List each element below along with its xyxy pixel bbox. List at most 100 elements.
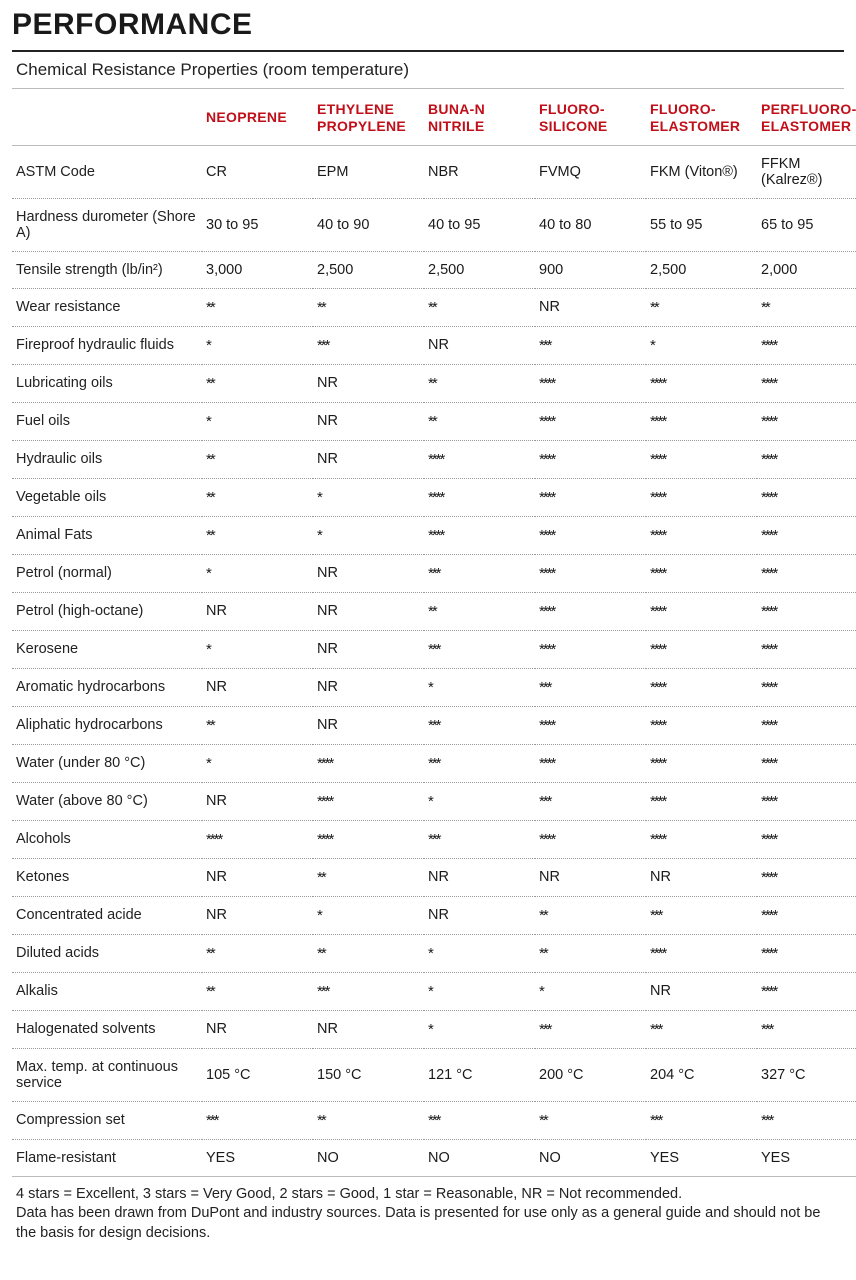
row-value: ** bbox=[202, 706, 313, 744]
row-value: * bbox=[424, 668, 535, 706]
row-property: Tensile strength (lb/in²) bbox=[12, 251, 202, 288]
row-value: **** bbox=[646, 364, 757, 402]
row-property: ASTM Code bbox=[12, 145, 202, 198]
row-value: **** bbox=[757, 554, 856, 592]
row-value: * bbox=[202, 630, 313, 668]
row-property: Animal Fats bbox=[12, 516, 202, 554]
row-value: ** bbox=[202, 478, 313, 516]
row-value: ** bbox=[424, 592, 535, 630]
table-row: ASTM CodeCREPMNBRFVMQFKM (Viton®)FFKM (K… bbox=[12, 145, 856, 198]
row-value: **** bbox=[757, 592, 856, 630]
row-property: Diluted acids bbox=[12, 934, 202, 972]
row-value: ** bbox=[313, 858, 424, 896]
row-value: NR bbox=[313, 554, 424, 592]
row-property: Ketones bbox=[12, 858, 202, 896]
row-value: **** bbox=[646, 402, 757, 440]
col-header: NEOPRENE bbox=[202, 89, 313, 145]
row-value: **** bbox=[535, 706, 646, 744]
row-value: **** bbox=[757, 364, 856, 402]
row-value: **** bbox=[757, 858, 856, 896]
row-value: 2,500 bbox=[313, 251, 424, 288]
table-row: Petrol (normal)*NR*************** bbox=[12, 554, 856, 592]
row-value: **** bbox=[757, 478, 856, 516]
row-value: 40 to 95 bbox=[424, 198, 535, 251]
row-value: * bbox=[202, 554, 313, 592]
col-header: ETHYLENE PROPYLENE bbox=[313, 89, 424, 145]
row-value: 204 °C bbox=[646, 1048, 757, 1101]
row-value: NR bbox=[313, 364, 424, 402]
row-property: Vegetable oils bbox=[12, 478, 202, 516]
row-value: NR bbox=[424, 896, 535, 934]
row-value: 900 bbox=[535, 251, 646, 288]
row-value: *** bbox=[757, 1010, 856, 1048]
row-value: **** bbox=[313, 820, 424, 858]
table-row: Lubricating oils**NR************** bbox=[12, 364, 856, 402]
table-row: Petrol (high-octane)NRNR************** bbox=[12, 592, 856, 630]
row-value: 150 °C bbox=[313, 1048, 424, 1101]
row-value: *** bbox=[424, 744, 535, 782]
row-value: *** bbox=[424, 1101, 535, 1139]
row-value: **** bbox=[757, 402, 856, 440]
row-value: **** bbox=[757, 744, 856, 782]
row-value: * bbox=[202, 402, 313, 440]
row-value: NR bbox=[202, 592, 313, 630]
table-row: Animal Fats******************* bbox=[12, 516, 856, 554]
section-subtitle: Chemical Resistance Properties (room tem… bbox=[12, 50, 844, 89]
row-property: Fireproof hydraulic fluids bbox=[12, 326, 202, 364]
row-value: **** bbox=[757, 516, 856, 554]
row-value: *** bbox=[646, 1101, 757, 1139]
row-value: **** bbox=[646, 440, 757, 478]
row-value: NR bbox=[202, 668, 313, 706]
table-row: Tensile strength (lb/in²)3,0002,5002,500… bbox=[12, 251, 856, 288]
row-value: **** bbox=[757, 326, 856, 364]
table-row: Max. temp. at continuous service105 °C15… bbox=[12, 1048, 856, 1101]
row-value: NR bbox=[202, 782, 313, 820]
table-row: Concentrated acideNR*NR********* bbox=[12, 896, 856, 934]
row-value: 3,000 bbox=[202, 251, 313, 288]
row-property: Wear resistance bbox=[12, 288, 202, 326]
row-value: *** bbox=[202, 1101, 313, 1139]
row-value: NR bbox=[313, 630, 424, 668]
row-value: **** bbox=[646, 478, 757, 516]
row-value: **** bbox=[757, 668, 856, 706]
table-row: Kerosene*NR*************** bbox=[12, 630, 856, 668]
table-row: Wear resistance******NR**** bbox=[12, 288, 856, 326]
header-blank bbox=[12, 89, 202, 145]
row-value: ** bbox=[202, 934, 313, 972]
row-value: EPM bbox=[313, 145, 424, 198]
row-value: ** bbox=[202, 288, 313, 326]
row-value: **** bbox=[535, 592, 646, 630]
row-value: ** bbox=[313, 934, 424, 972]
row-value: *** bbox=[535, 1010, 646, 1048]
row-property: Petrol (normal) bbox=[12, 554, 202, 592]
row-value: *** bbox=[757, 1101, 856, 1139]
row-value: 200 °C bbox=[535, 1048, 646, 1101]
row-value: ** bbox=[535, 896, 646, 934]
row-value: NR bbox=[646, 858, 757, 896]
table-row: Water (above 80 °C)NR**************** bbox=[12, 782, 856, 820]
row-property: Kerosene bbox=[12, 630, 202, 668]
row-value: ** bbox=[202, 516, 313, 554]
row-value: **** bbox=[646, 668, 757, 706]
table-row: Halogenated solventsNRNR********** bbox=[12, 1010, 856, 1048]
table-row: Aromatic hydrocarbonsNRNR************ bbox=[12, 668, 856, 706]
row-value: *** bbox=[424, 820, 535, 858]
row-value: **** bbox=[535, 516, 646, 554]
row-value: **** bbox=[535, 554, 646, 592]
row-value: ** bbox=[202, 440, 313, 478]
row-value: **** bbox=[535, 364, 646, 402]
row-value: * bbox=[424, 972, 535, 1010]
row-value: **** bbox=[646, 630, 757, 668]
row-value: **** bbox=[646, 744, 757, 782]
footnote-text: 4 stars = Excellent, 3 stars = Very Good… bbox=[12, 1177, 844, 1244]
row-value: * bbox=[424, 782, 535, 820]
row-property: Compression set bbox=[12, 1101, 202, 1139]
row-value: **** bbox=[535, 478, 646, 516]
table-row: Flame-resistantYESNONONOYESYES bbox=[12, 1139, 856, 1176]
row-value: NO bbox=[535, 1139, 646, 1176]
row-property: Petrol (high-octane) bbox=[12, 592, 202, 630]
row-value: **** bbox=[646, 592, 757, 630]
row-value: **** bbox=[535, 440, 646, 478]
table-row: Vegetable oils******************* bbox=[12, 478, 856, 516]
row-property: Hydraulic oils bbox=[12, 440, 202, 478]
